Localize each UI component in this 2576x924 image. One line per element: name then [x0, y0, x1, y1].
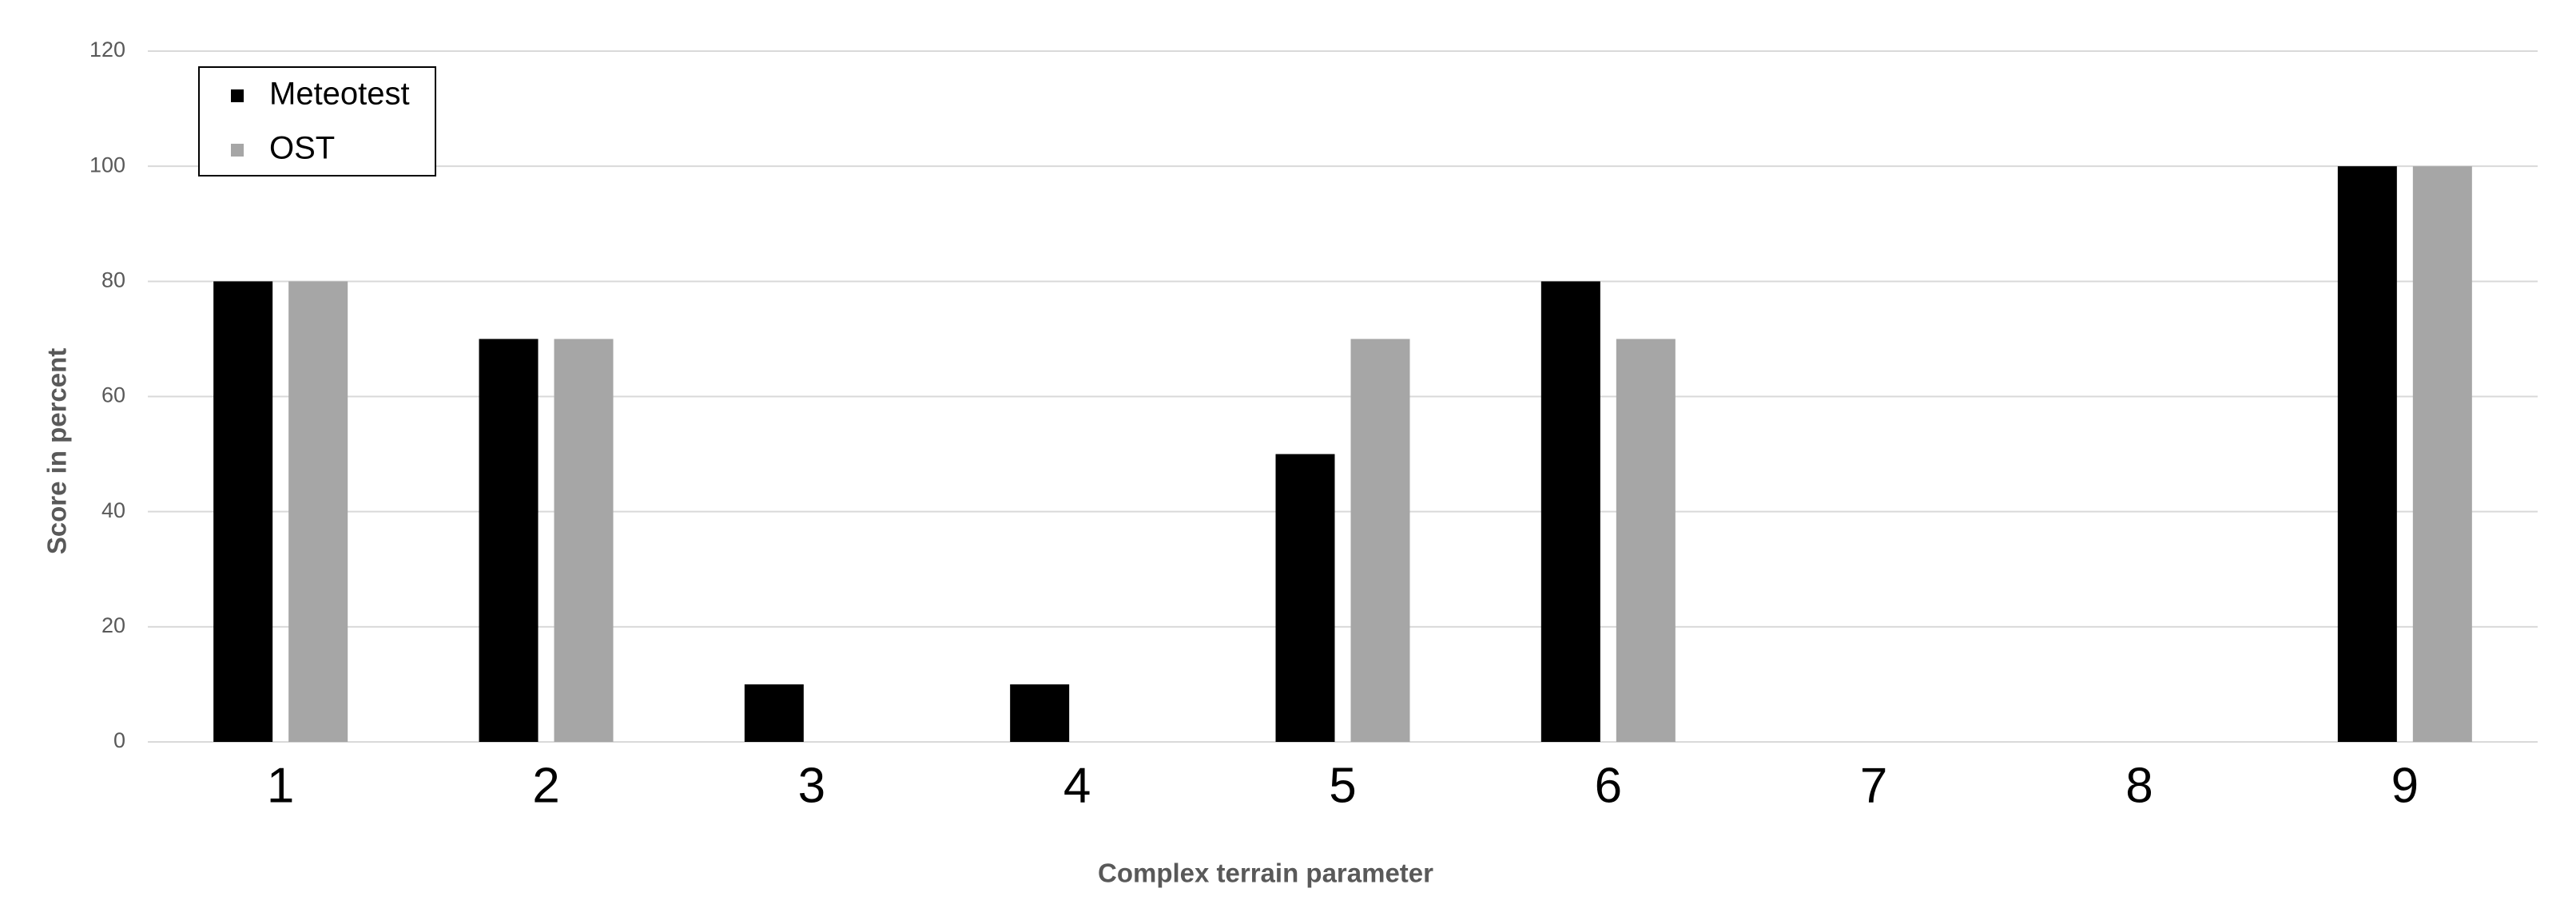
x-tick-label: 5: [1329, 758, 1356, 813]
bar: [213, 281, 273, 742]
x-tick-label: 1: [267, 758, 294, 813]
bar: [1540, 281, 1600, 742]
x-tick-label: 6: [1595, 758, 1622, 813]
legend-box: [198, 66, 436, 176]
x-tick-label: 8: [2125, 758, 2153, 813]
y-tick-label: 100: [89, 153, 125, 176]
x-tick-label: 3: [798, 758, 825, 813]
bar: [1616, 339, 1676, 742]
y-tick-label: 120: [89, 38, 125, 61]
bar: [554, 339, 614, 742]
bar: [288, 281, 348, 742]
x-tick-label: 4: [1063, 758, 1091, 813]
x-tick-label: 7: [1860, 758, 1887, 813]
y-tick-label: 80: [101, 268, 125, 291]
legend-label: OST: [269, 131, 335, 166]
bar: [1010, 684, 1070, 742]
y-tick-label: 20: [101, 613, 125, 637]
y-tick-label: 40: [101, 498, 125, 522]
legend-swatch: [231, 89, 244, 102]
legend-label: Meteotest: [269, 77, 410, 112]
legend-swatch: [231, 144, 244, 157]
bar: [744, 684, 804, 742]
bar: [2337, 166, 2397, 742]
y-axis-title: Score in percent: [42, 348, 72, 555]
x-tick-label: 9: [2391, 758, 2419, 813]
bar: [2412, 166, 2472, 742]
x-tick-label: 2: [532, 758, 559, 813]
bar: [479, 339, 539, 742]
bar: [1275, 454, 1335, 742]
y-tick-label: 60: [101, 383, 125, 407]
x-axis-title: Complex terrain parameter: [1098, 859, 1433, 888]
y-tick-label: 0: [113, 728, 125, 752]
bar: [1350, 339, 1410, 742]
